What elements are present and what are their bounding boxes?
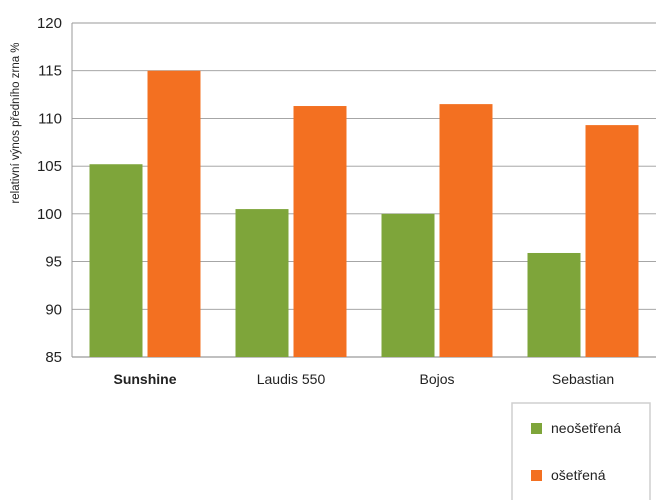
y-tick-labels: 85 90 95 100 105 110 115 120 bbox=[37, 15, 62, 366]
bar-treated bbox=[293, 106, 347, 357]
bar-untreated bbox=[527, 252, 581, 357]
y-tick-label: 115 bbox=[38, 63, 62, 80]
x-category-label: Sunshine bbox=[113, 371, 176, 387]
legend-swatch bbox=[531, 423, 542, 434]
y-axis-label: relativní výnos předního zrna % bbox=[10, 42, 22, 203]
legend-box bbox=[511, 402, 651, 500]
bar-treated bbox=[439, 104, 493, 357]
x-category-labels: Sunshine Laudis 550 Bojos Sebastian bbox=[113, 371, 614, 387]
x-category-label: Sebastian bbox=[552, 371, 614, 387]
legend-label: ošetřená bbox=[551, 467, 606, 483]
bar-untreated bbox=[89, 164, 143, 357]
y-tick-label: 95 bbox=[45, 254, 62, 271]
y-tick-label: 100 bbox=[37, 206, 62, 223]
bars bbox=[89, 70, 639, 357]
bar-treated bbox=[147, 70, 201, 357]
x-category-label: Laudis 550 bbox=[257, 371, 326, 387]
y-tick-label: 90 bbox=[45, 301, 62, 318]
y-tick-label: 105 bbox=[37, 158, 62, 175]
x-category-label: Bojos bbox=[419, 371, 454, 387]
bar-untreated bbox=[235, 209, 289, 357]
y-tick-label: 85 bbox=[45, 349, 62, 366]
y-tick-label: 110 bbox=[38, 110, 62, 127]
bar-treated bbox=[585, 125, 639, 357]
bar-untreated bbox=[381, 213, 435, 357]
legend: neošetřená ošetřená bbox=[511, 402, 651, 500]
y-tick-label: 120 bbox=[37, 15, 62, 32]
legend-swatch bbox=[531, 470, 542, 481]
legend-label: neošetřená bbox=[551, 420, 621, 436]
